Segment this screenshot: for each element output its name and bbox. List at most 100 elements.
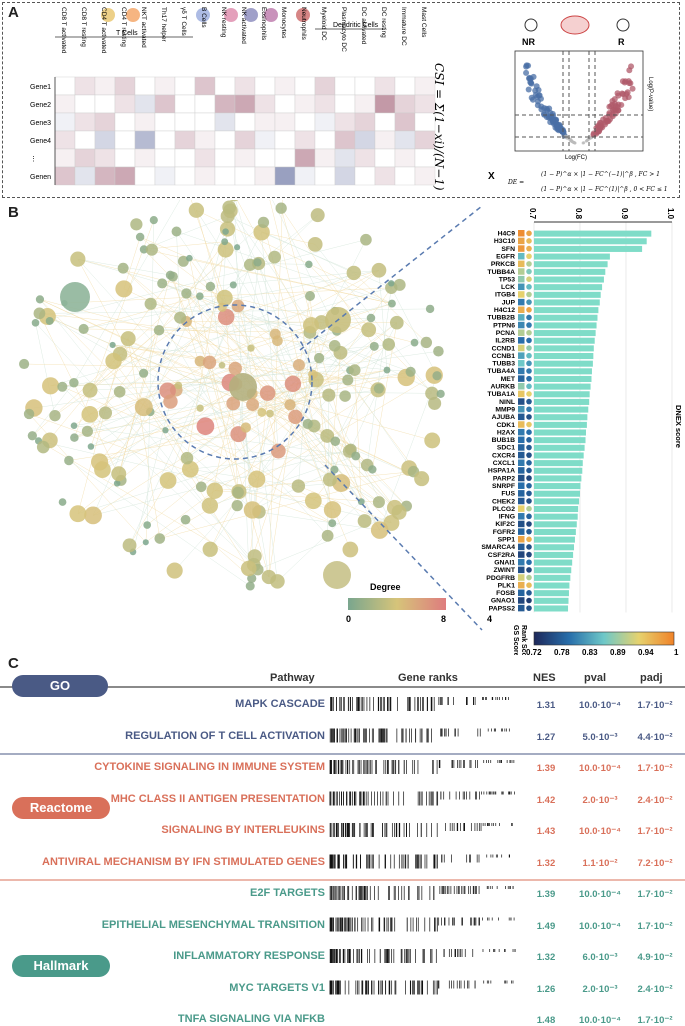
gene-label: PCNA: [496, 330, 515, 337]
heatmap-cell: [234, 130, 256, 150]
zoom-line-top: [299, 205, 483, 351]
network-node: [284, 375, 302, 393]
network-node: [139, 368, 149, 378]
gs-score-cell: [518, 497, 525, 505]
pathway-pval: 5.0·10⁻³: [582, 731, 618, 743]
dnex-bar: [534, 345, 594, 352]
column-label: Monocytes: [280, 7, 287, 39]
dnex-bar: [534, 253, 610, 260]
gs-score-cell: [518, 405, 525, 413]
gene-label: CCNB1: [492, 353, 516, 360]
heatmap-cell: [334, 130, 356, 150]
network-edge: [122, 267, 308, 425]
volcano-point: [594, 123, 601, 130]
pathway-padj: 1.7·10⁻²: [637, 826, 673, 837]
network-edge: [214, 471, 414, 492]
virus-icon: [560, 15, 590, 35]
network-edge: [228, 207, 414, 472]
rank-score-dot: [526, 513, 532, 520]
gs-score-cell: [518, 574, 525, 581]
dnex-bar: [534, 353, 594, 360]
network-edge: [258, 511, 380, 531]
gene-label: TUBB3: [492, 361, 515, 368]
rank-score-dot: [526, 360, 532, 367]
volcano-point: [529, 96, 536, 103]
network-edge: [185, 519, 252, 579]
network-node: [243, 258, 257, 271]
dnex-bar: [534, 299, 600, 306]
dnex-bar: [534, 513, 578, 520]
dnex-bar: [534, 337, 595, 344]
gene-label: FUS: [501, 491, 515, 498]
network-node: [205, 281, 216, 292]
dnex-bar: [534, 391, 590, 398]
dnex-bar: [534, 452, 584, 459]
network-node: [288, 409, 303, 425]
pathway-name: REGULATION OF T CELL ACTIVATION: [125, 729, 325, 742]
heatmap-cell: [374, 76, 396, 96]
gene-label: SFN: [501, 246, 515, 253]
network-edge: [24, 363, 236, 369]
cell-icon: [196, 8, 210, 22]
heatmap-cell: [134, 76, 156, 96]
pathway-pval: 10.0·10⁻⁴: [579, 826, 621, 837]
gs-score-cell: [518, 589, 525, 597]
gene-label: H2AX: [497, 429, 516, 436]
network-edge: [73, 316, 227, 426]
rank-score-dot: [526, 551, 532, 558]
network-node: [162, 427, 169, 434]
network-edge: [190, 450, 350, 470]
volcano-point: [628, 63, 635, 70]
network-edge: [132, 401, 171, 552]
heatmap-cell: [294, 166, 316, 186]
zoom-line-bottom: [324, 464, 483, 631]
rank-score-dot: [526, 544, 532, 550]
network-node: [231, 499, 243, 512]
network-node: [424, 432, 441, 449]
gs-score-cell: [518, 428, 525, 436]
gene-label: GNAO1: [491, 598, 515, 605]
network-node: [292, 358, 305, 371]
gene-label: SPP1: [498, 537, 516, 544]
network-node: [82, 382, 98, 398]
network-node: [432, 371, 442, 381]
pathway-padj: 4.9·10⁻²: [637, 952, 673, 963]
network-edge: [189, 258, 291, 405]
pathway-name: MAPK CASCADE: [235, 698, 325, 710]
dnex-bar: [534, 398, 590, 405]
heatmap-cell: [134, 112, 156, 132]
network-edge: [83, 295, 200, 330]
heatmap-cell: [254, 166, 276, 186]
dnex-bar: [534, 238, 647, 245]
network-edge: [28, 413, 333, 524]
dnex-bar: [534, 421, 587, 428]
gene-label: BUB1B: [492, 437, 516, 444]
network-edge: [92, 374, 313, 516]
gene-label: PRKCB: [491, 261, 515, 268]
pathway-padj: 2.4·10⁻²: [637, 794, 673, 806]
network-node: [232, 486, 244, 499]
sad-face-icon: [524, 18, 538, 32]
pathway-pval: 2.0·10⁻³: [582, 794, 618, 806]
network-node: [70, 433, 79, 442]
heatmap-cell: [334, 76, 356, 96]
network-node: [222, 200, 237, 215]
heatmap-cell: [354, 130, 376, 150]
network-edge: [269, 200, 314, 375]
pathway-pval: 10.0·10⁻⁴: [579, 1015, 621, 1026]
pathway-name: EPITHELIAL MESENCHYMAL TRANSITION: [101, 918, 325, 931]
heatmap-cell: [114, 112, 136, 132]
gs-score-cell: [518, 551, 525, 558]
column-label: Neutrophils: [300, 7, 307, 41]
network-node: [57, 381, 68, 392]
rank-score-dot: [526, 314, 532, 321]
network-edge: [143, 406, 333, 524]
network-node: [145, 243, 158, 256]
network-node: [35, 295, 45, 304]
heatmap-cell: [134, 148, 156, 168]
network-node: [163, 394, 178, 409]
network-node: [240, 560, 257, 577]
dnex-bar: [534, 230, 652, 237]
volcano-point: [629, 85, 636, 92]
network-edge: [174, 346, 375, 571]
